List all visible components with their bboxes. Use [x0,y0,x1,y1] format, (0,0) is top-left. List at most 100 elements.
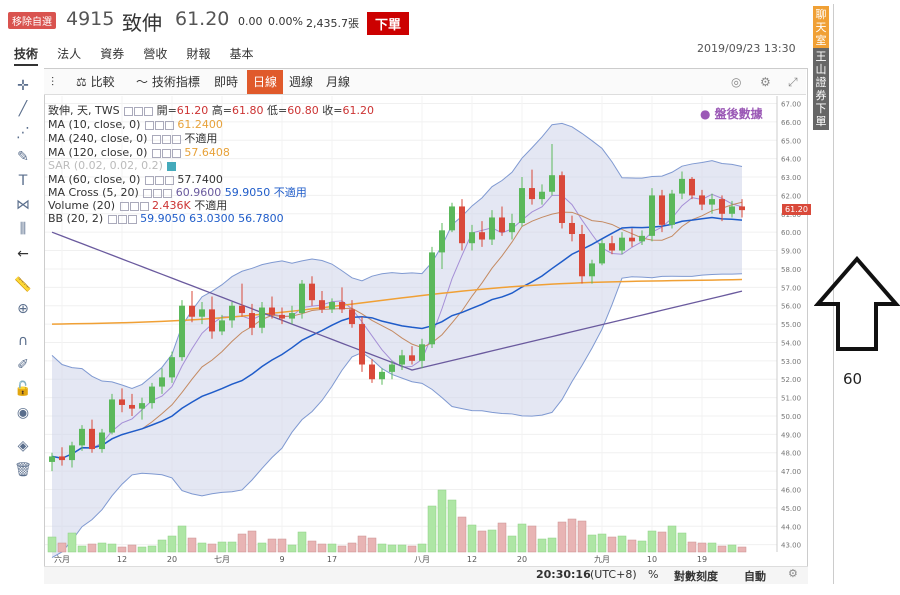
volume-bar [57,542,67,553]
candle-body [289,313,295,319]
candle-body [59,456,65,461]
volume-bar [157,539,167,553]
y-tick-label: 49.00 [781,431,801,439]
candle-body [669,193,675,225]
volume-bar [377,543,387,553]
pattern-icon[interactable]: ⋈ [16,197,30,213]
datetime: 2019/09/23 13:30 [697,42,796,55]
volume-bar [47,536,57,553]
volume-bar [397,544,407,553]
pencil-lock-icon[interactable]: ✐ [17,357,29,373]
fullscreen-icon[interactable]: ⤢ [788,75,798,89]
candle-body [109,399,115,433]
last-price-tag: 61.20 [782,204,811,215]
candle-body [349,309,355,325]
ruler-icon[interactable]: 📏 [14,277,32,293]
bar-style-icon[interactable]: ⫶ [51,75,55,89]
ma-10-line [51,201,743,459]
footer-time: 20:30:16 [536,568,591,581]
candle-body [489,217,495,240]
nav-tab-financials[interactable]: 財報 [186,47,211,61]
prediction-icon[interactable]: ⫼ [19,221,27,237]
trendline-icon[interactable]: ╱ [18,101,28,117]
tab-weekly[interactable]: 週線 [289,75,314,89]
legend-ma120: MA (120, close, 0) 57.6408 [48,146,230,159]
nav-tab-basic[interactable]: 基本 [229,47,254,61]
y-tick-label: 50.00 [781,413,801,421]
zoom-in-icon[interactable]: ⊕ [17,301,29,317]
text-icon[interactable]: T [18,173,28,189]
volume-bar [727,544,737,553]
volume-bar [467,524,477,553]
candle-body [229,305,235,321]
candle-body [379,371,385,380]
candle-body [389,364,395,372]
volume-bar [197,542,207,553]
log-scale-toggle[interactable]: 對數刻度 [674,570,718,583]
y-tick-label: 55.00 [781,321,801,329]
volume-bar [617,535,627,553]
nav-tab-institutional[interactable]: 法人 [57,47,82,61]
candle-body [569,222,575,235]
camera-icon[interactable]: ◎ [731,75,742,89]
volume-bar [437,489,447,553]
auto-scale-toggle[interactable]: 自動 [744,570,766,583]
candle-body [139,403,145,409]
tab-monthly[interactable]: 月線 [326,75,351,89]
order-button[interactable]: 下單 [367,12,410,35]
volume-bar [367,537,377,553]
volume-bar [127,544,137,553]
candle-body [469,232,475,244]
candle-body [589,263,595,277]
ma-60-line [51,231,743,371]
candle-body [119,399,125,405]
compare-button[interactable]: ⚖ 比較 [76,75,115,89]
candle-body [479,232,485,240]
y-tick-label: 64.00 [781,156,801,164]
x-tick-label: 六月 [54,554,70,564]
remove-watchlist-badge[interactable]: 移除自選 [8,12,56,29]
footer-gear-icon[interactable]: ⚙ [788,567,798,580]
y-tick-label: 67.00 [781,101,801,109]
volume-bar [697,542,707,553]
layers-icon[interactable]: ◈ [17,438,29,454]
x-tick-label: 20 [517,555,527,564]
nav-tab-tech[interactable]: 技術 [14,47,39,66]
candle-body [659,195,665,225]
volume-bar [147,545,157,553]
crosshair-icon[interactable]: ✛ [17,78,29,94]
candle-body [279,314,285,319]
fib-icon[interactable]: ⋰ [16,125,30,141]
price-change: 0.00 [238,15,263,28]
lock-icon[interactable]: 🔓 [14,381,32,397]
volume-bar [107,543,117,553]
candle-body [679,178,685,194]
x-tick-label: 9 [279,555,284,564]
indicators-button[interactable]: 〜 技術指標 [136,75,200,89]
volume-bar [337,545,347,553]
candle-body [219,320,225,332]
arrow-left-icon[interactable]: ← [17,246,29,262]
candle-body [149,386,155,404]
nav-tab-margin[interactable]: 資券 [100,47,125,61]
footer-tz: (UTC+8) [590,568,637,581]
candle-body [79,428,85,446]
x-tick-label: 12 [117,555,127,564]
broker-order-tab[interactable]: 王山證券下單 [813,48,829,130]
candle-body [639,235,645,242]
percent-toggle[interactable]: % [648,568,659,581]
magnet-icon[interactable]: ∩ [17,333,29,349]
tab-intraday[interactable]: 即時 [214,75,239,89]
price-chart[interactable]: 43.00 44.00 45.00 46.00 47.00 48.00 49.00 50.00… [45,96,807,566]
eye-icon[interactable]: ◉ [16,405,30,421]
volume-bar [277,538,287,553]
bb-upper-line [51,122,743,390]
brush-icon[interactable]: ✎ [17,149,29,165]
candle-body [719,199,725,214]
nav-tab-revenue[interactable]: 營收 [143,47,168,61]
gear-icon[interactable]: ⚙ [760,75,771,89]
tab-daily[interactable]: 日線 [247,70,284,94]
trash-icon[interactable]: 🗑 [14,462,32,478]
chat-room-tab[interactable]: 聊天室 [813,6,829,49]
volume-bar [417,543,427,553]
